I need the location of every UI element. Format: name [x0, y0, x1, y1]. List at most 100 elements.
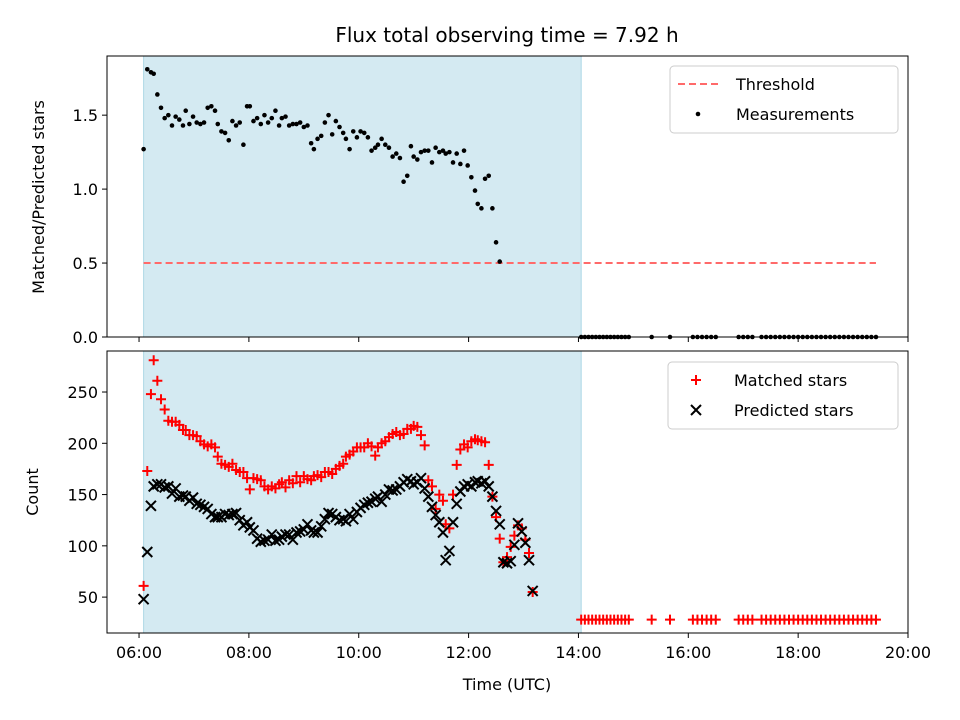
measurement-point	[365, 135, 371, 140]
measurement-point	[144, 67, 150, 72]
measurement-point	[141, 146, 146, 152]
matched-point	[338, 458, 349, 469]
measurement-point	[273, 108, 278, 114]
matched-point	[152, 375, 163, 386]
matched-point	[870, 614, 881, 625]
predicted-point	[322, 507, 335, 519]
predicted-point	[512, 517, 524, 529]
predicted-point	[508, 539, 521, 551]
measurement-point	[486, 173, 492, 179]
predicted-point	[141, 546, 153, 558]
predicted-point	[486, 490, 499, 503]
predicted-point	[443, 545, 456, 557]
ylabel-count: Count	[23, 468, 42, 516]
measurement-point	[301, 124, 307, 130]
legend-label: Threshold	[735, 75, 815, 94]
predicted-point	[319, 513, 331, 525]
measurement-point	[158, 105, 164, 111]
legend-label: Measurements	[736, 105, 854, 124]
measurement-point	[162, 115, 167, 121]
y-tick-label: 150	[67, 486, 98, 505]
axes-frame	[106, 350, 909, 634]
measurement-point	[411, 154, 416, 159]
measurement-point	[326, 112, 331, 118]
matched-point	[227, 458, 238, 469]
predicted-point	[151, 478, 164, 491]
measurement-point	[397, 155, 403, 161]
measurement-point	[354, 135, 360, 140]
measurement-point	[187, 121, 192, 127]
measurement-point	[215, 121, 221, 127]
matched-point	[148, 355, 159, 366]
measurement-point	[337, 124, 342, 130]
ratio-panel: 0.0 0.5 1.0 1.5 Threshold Measurements	[73, 55, 909, 347]
measurement-point	[382, 142, 388, 148]
legend-matched-key	[691, 375, 701, 385]
measurement-point	[322, 120, 328, 125]
legend-measurement-key	[695, 111, 701, 117]
x-tick-label: 12:00	[446, 643, 492, 662]
measurement-point	[297, 120, 303, 125]
measurement-point	[190, 114, 196, 119]
measurement-point	[358, 129, 363, 134]
matched-point	[316, 472, 327, 483]
predicted-point	[523, 554, 535, 566]
predicted-point	[137, 593, 150, 605]
predicted-point	[450, 498, 463, 510]
predicted-point	[422, 490, 435, 503]
predicted-point	[479, 475, 491, 487]
matched-point	[191, 431, 202, 442]
y-tick-label: 1.5	[73, 106, 98, 125]
measurement-point	[343, 136, 349, 142]
matched-point	[426, 481, 437, 492]
matched-point	[212, 451, 223, 462]
measurement-point	[205, 105, 210, 111]
predicted-point	[166, 487, 178, 500]
y-tick-label: 50	[78, 588, 98, 607]
predicted-point	[269, 535, 282, 547]
measurement-point	[379, 136, 384, 142]
ylabel-ratio: Matched/Predicted stars	[29, 100, 48, 294]
predicted-point	[230, 507, 242, 519]
measurement-point	[251, 118, 256, 124]
matched-point	[462, 442, 473, 453]
matched-point	[664, 614, 675, 625]
observing-window-shade	[143, 55, 582, 338]
legend-box	[667, 361, 899, 430]
measurement-point	[241, 142, 246, 148]
matched-point	[287, 478, 298, 489]
measurement-point	[155, 92, 160, 97]
legend-label: Predicted stars	[734, 401, 854, 420]
matched-point	[255, 475, 266, 486]
axes-frame	[106, 55, 909, 338]
matched-point	[451, 459, 462, 470]
matched-point	[505, 541, 516, 552]
predicted-point	[379, 488, 391, 501]
measurement-point	[479, 206, 484, 211]
measurement-point	[315, 136, 320, 142]
measurement-point	[347, 146, 352, 152]
measurement-point	[201, 120, 207, 125]
measurement-point	[340, 130, 346, 136]
x-tick-label: 16:00	[665, 643, 711, 662]
measurement-point	[222, 130, 228, 136]
measurement-point	[194, 120, 200, 125]
observing-window-shade	[143, 350, 582, 634]
measurement-point	[461, 148, 467, 153]
matched-point	[483, 459, 494, 470]
predicted-point	[347, 513, 359, 525]
y-tick-label: 1.0	[73, 180, 98, 199]
measurement-point	[443, 151, 449, 156]
measurement-point	[279, 115, 285, 121]
x-tick-label: 14:00	[555, 643, 601, 662]
y-tick-label: 250	[67, 383, 98, 402]
measurement-point	[329, 132, 335, 137]
measurement-point	[166, 112, 171, 118]
measurement-point	[237, 120, 243, 125]
matched-point	[145, 389, 156, 400]
measurement-point	[262, 112, 267, 118]
measurement-point	[151, 71, 156, 77]
count-panel: 50 100 150 200 250 06:00 08:00 10:00 12:00 14:00 1…	[67, 350, 931, 662]
predicted-point	[266, 528, 278, 541]
measurement-point	[294, 121, 299, 127]
